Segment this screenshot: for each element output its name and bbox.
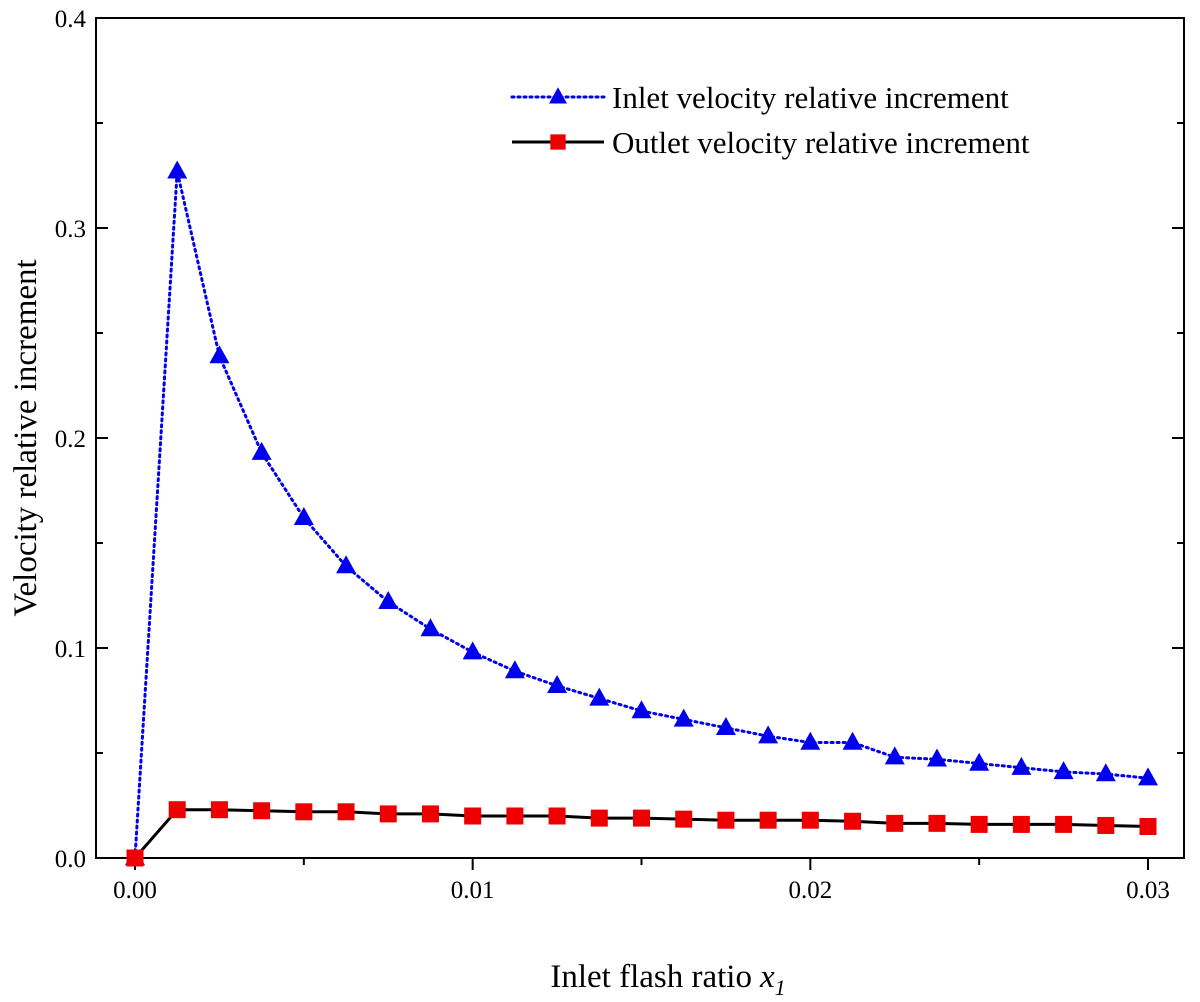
inlet-velocity-relative-increment-marker [293, 507, 314, 525]
inlet-velocity-relative-increment-marker [631, 700, 652, 719]
inlet-velocity-relative-increment-marker [589, 687, 610, 706]
x-tick-label: 0.03 [1126, 877, 1170, 904]
inlet-velocity-relative-increment-marker [251, 441, 272, 460]
x-tick-label: 0.02 [788, 877, 832, 904]
outlet-velocity-relative-increment-marker [1139, 818, 1157, 835]
inlet-velocity-relative-increment-marker [167, 160, 188, 179]
y-tick-label: 0.1 [55, 636, 86, 663]
inlet-velocity-relative-increment-marker [378, 591, 399, 609]
x-axis-title-variable: x [759, 959, 775, 995]
outlet-velocity-relative-increment-marker [1055, 815, 1073, 833]
inlet-velocity-relative-increment-marker [715, 717, 736, 735]
inlet-velocity-relative-increment-marker [420, 618, 441, 637]
x-tick-label: 0.01 [451, 877, 495, 904]
outlet-velocity-relative-increment-marker [337, 803, 355, 821]
outlet-velocity-relative-increment-marker [590, 809, 608, 827]
y-axis-title: Velocity relative increment [8, 259, 44, 616]
outlet-velocity-relative-increment-marker [506, 807, 524, 825]
inlet-velocity-relative-increment-marker [1138, 767, 1158, 786]
x-axis-title: Inlet flash ratio x1 [550, 959, 785, 1000]
inlet-velocity-relative-increment-marker [1053, 761, 1074, 780]
outlet-velocity-relative-increment-marker [295, 803, 313, 821]
outlet-velocity-relative-increment-marker [548, 807, 566, 825]
inlet-velocity-relative-increment-marker [209, 345, 230, 364]
outlet-velocity-relative-increment-marker [1012, 815, 1030, 833]
y-tick-label: 0.0 [55, 846, 86, 873]
outlet-velocity-relative-increment-marker [759, 811, 777, 829]
outlet-velocity-relative-increment-marker [717, 811, 735, 829]
inlet-velocity-relative-increment-marker [926, 748, 947, 767]
inlet-velocity-relative-increment-marker [842, 731, 863, 750]
legend: Inlet velocity relative increment Outlet … [510, 80, 1030, 160]
y-tick-label: 0.3 [55, 216, 86, 243]
inlet-velocity-relative-increment-marker [1011, 756, 1032, 775]
outlet-velocity-relative-increment-marker [886, 814, 904, 832]
inlet-velocity-relative-increment-marker [547, 675, 568, 693]
inlet-velocity-relative-increment-marker [800, 731, 821, 750]
outlet-velocity-relative-increment-marker [928, 814, 946, 832]
legend-label: Outlet velocity relative increment [612, 125, 1030, 160]
inlet-velocity-relative-increment-line [133, 169, 1150, 860]
outlet-velocity-relative-increment-marker [970, 815, 988, 833]
outlet-velocity-relative-increment-marker [253, 802, 271, 820]
outlet-velocity-relative-increment-marker [168, 801, 186, 819]
inlet-velocity-relative-increment-marker [549, 87, 567, 104]
inlet-velocity-relative-increment-marker [969, 752, 990, 771]
outlet-velocity-relative-increment-marker [464, 807, 482, 825]
inlet-velocity-relative-increment-marker [1095, 763, 1116, 782]
inlet-velocity-relative-increment-marker [884, 746, 905, 765]
x-axis: 0.00 0.01 0.02 0.03 [113, 858, 1170, 904]
inlet-velocity-relative-increment-marker [758, 725, 779, 744]
y-tick-label: 0.4 [55, 6, 87, 33]
outlet-velocity-relative-increment-marker [801, 811, 819, 829]
outlet-velocity-relative-increment-marker [633, 809, 650, 827]
inlet-velocity-relative-increment-marker [673, 708, 694, 727]
x-axis-title-text: Inlet flash ratio [550, 959, 752, 995]
outlet-velocity-relative-increment-marker [1097, 816, 1115, 834]
outlet-velocity-relative-increment-marker [379, 805, 397, 823]
legend-label: Inlet velocity relative increment [612, 80, 1009, 115]
series-layer [125, 160, 1158, 867]
y-axis: 0.0 0.1 0.2 0.3 0.4 [55, 6, 1184, 873]
outlet-velocity-relative-increment-marker [421, 805, 439, 823]
y-tick-label: 0.2 [55, 426, 86, 453]
outlet-velocity-relative-increment-marker [210, 801, 228, 819]
x-axis-title-subscript: 1 [775, 975, 786, 1000]
outlet-velocity-relative-increment-marker [550, 134, 566, 150]
outlet-velocity-relative-increment-marker [844, 812, 862, 830]
inlet-velocity-relative-increment-marker [336, 555, 357, 574]
x-tick-label: 0.00 [113, 877, 157, 904]
inlet-velocity-relative-increment-marker [462, 641, 483, 660]
outlet-velocity-relative-increment-marker [675, 810, 693, 828]
outlet-velocity-relative-increment-marker [126, 849, 144, 867]
inlet-velocity-relative-increment-marker [504, 660, 525, 679]
